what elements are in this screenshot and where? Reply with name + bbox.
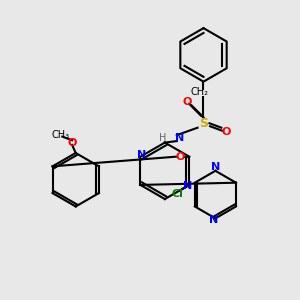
Text: Cl: Cl (172, 189, 183, 199)
Text: CH₂: CH₂ (190, 87, 208, 97)
Text: H: H (159, 133, 166, 143)
Text: S: S (199, 117, 208, 130)
Text: N: N (175, 133, 184, 143)
Text: O: O (222, 127, 231, 136)
Text: N: N (209, 215, 218, 225)
Text: N: N (137, 150, 146, 160)
Text: O: O (182, 97, 192, 107)
Text: N: N (183, 182, 193, 191)
Text: N: N (211, 162, 220, 172)
Text: O: O (68, 138, 77, 148)
Text: O: O (176, 152, 185, 162)
Text: CH₃: CH₃ (52, 130, 70, 140)
